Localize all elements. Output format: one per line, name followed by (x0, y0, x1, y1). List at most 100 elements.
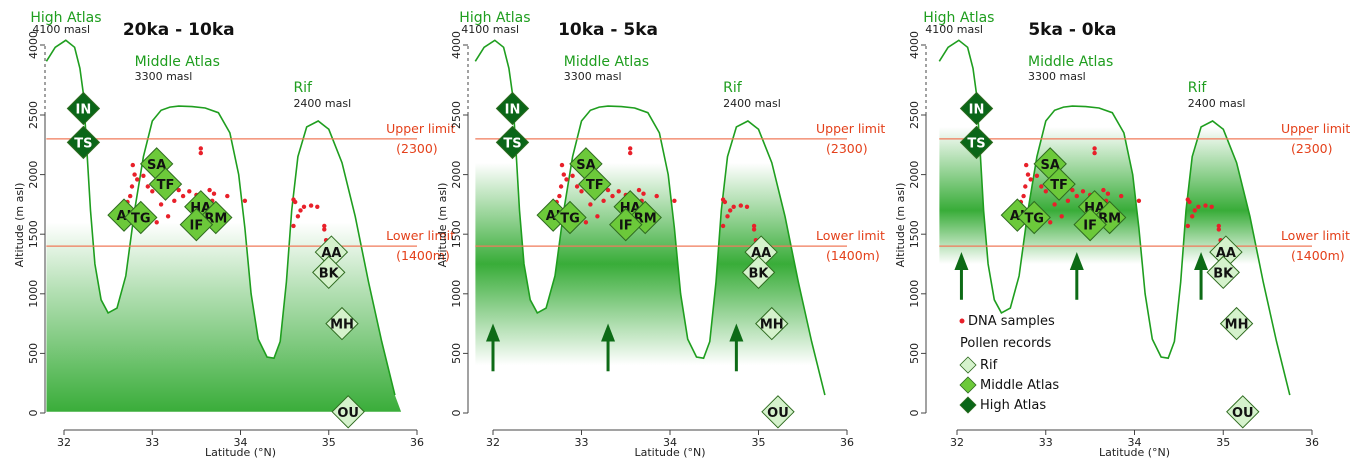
pollen-site-ou: OU (1226, 395, 1260, 429)
pollen-site-aa: AA (314, 235, 349, 269)
pollen-marker (553, 200, 587, 235)
peak-name: High Atlas (30, 10, 101, 26)
pollen-marker (755, 306, 789, 341)
chart-title: 5ka - 0ka (1028, 20, 1116, 40)
pollen-marker (66, 125, 101, 160)
y-tick-label: 1500 (450, 220, 463, 248)
pollen-site-tf: TF (578, 167, 612, 201)
arrow-up-icon (601, 323, 616, 342)
dna-sample-point (728, 208, 733, 213)
y-tick-label: 500 (27, 343, 40, 364)
dna-sample-point (595, 214, 600, 219)
dna-sample-point (1185, 223, 1191, 229)
dna-sample-point (1190, 214, 1195, 219)
dna-sample-point (150, 189, 155, 194)
pollen-marker (1219, 306, 1254, 341)
pollen-marker (325, 306, 359, 341)
pollen-marker (312, 255, 346, 290)
pollen-site-tg: TG (553, 200, 587, 235)
mountain-profile-line (45, 39, 396, 396)
pollen-site-aa: AA (744, 235, 778, 269)
dna-sample-point (601, 198, 606, 203)
pollen-site-label: MH (760, 318, 784, 333)
pollen-site-aa: AA (1209, 235, 1243, 269)
lower-limit-value: (1400m) (1291, 248, 1345, 263)
pollen-marker (124, 200, 158, 235)
pollen-site-label: SA (576, 158, 595, 173)
dna-sample-point (298, 208, 303, 213)
pollen-site-label: AA (321, 246, 341, 261)
dna-sample-point (180, 193, 186, 199)
pollen-site-tg: TG (1017, 200, 1051, 235)
dna-sample-point (654, 193, 659, 199)
dna-sample-point (322, 223, 327, 229)
dna-sample-point (1043, 189, 1049, 194)
pollen-marker (1073, 207, 1107, 242)
x-tick-label: 36 (1305, 436, 1319, 449)
pollen-marker (1206, 255, 1240, 290)
y-tick-label: 500 (908, 343, 921, 364)
pollen-site-label: TF (586, 178, 604, 193)
dna-sample-point (211, 191, 217, 196)
peak-elevation: 4100 masl (925, 23, 983, 36)
dna-sample-point (628, 146, 633, 151)
dna-sample-point (158, 202, 164, 207)
dna-sample-point (1136, 198, 1142, 203)
y-tick-label: 0 (27, 410, 40, 417)
dna-sample-point (1074, 193, 1080, 199)
x-tick-label: 36 (410, 436, 424, 449)
dna-sample-point (558, 184, 564, 189)
y-tick-label: 2500 (450, 101, 463, 129)
dna-sample-point (198, 146, 203, 151)
dna-sample-point (129, 184, 135, 189)
pollen-site-in: IN (66, 91, 101, 126)
y-tick-label: 1000 (450, 280, 463, 308)
x-tick-label: 33 (575, 436, 589, 449)
arrow-up-icon (729, 323, 744, 342)
y-tick-label: 500 (450, 343, 463, 364)
x-tick-label: 33 (1039, 436, 1053, 449)
diamond-icon (959, 356, 977, 374)
pollen-site-label: OU (1232, 406, 1254, 421)
dna-sample-point (557, 193, 562, 199)
dna-sample-point (322, 227, 327, 232)
peak-elevation: 3300 masl (1028, 70, 1086, 83)
dna-sample-point (1216, 223, 1222, 229)
dna-sample-point (616, 189, 621, 194)
pollen-marker (578, 167, 612, 201)
arrow-up-icon (486, 323, 500, 342)
peak-elevation: 2400 masl (1188, 97, 1246, 110)
dna-sample-point (295, 214, 301, 219)
dna-sample-point (605, 187, 611, 193)
pollen-marker (761, 395, 795, 429)
legend-dna-label: DNA samples (968, 314, 1055, 329)
upper-limit-label: Upper limit (386, 121, 455, 136)
x-tick-label: 34 (1128, 436, 1142, 449)
y-axis-label: Altitude (m asl) (894, 183, 907, 268)
pollen-site-tf: TF (1042, 167, 1076, 201)
pollen-site-if: IF (1073, 207, 1107, 242)
dna-sample-point (315, 204, 320, 209)
pollen-site-label: TF (157, 178, 175, 193)
pollen-marker (495, 91, 530, 126)
dna-sample-point (187, 189, 192, 194)
peak-name: Middle Atlas (1028, 54, 1113, 70)
pollen-marker (148, 167, 183, 201)
y-tick-label: 4000 (450, 31, 463, 59)
dna-sample-point (1048, 220, 1053, 225)
legend-high-label: High Atlas (980, 398, 1046, 413)
pollen-site-bk: BK (1206, 255, 1240, 290)
lower-limit-label: Lower limit (816, 228, 885, 243)
pollen-site-label: TS (967, 136, 985, 151)
pollen-site-label: AA (1216, 246, 1236, 261)
y-tick-label: 1000 (27, 280, 40, 308)
dna-sample-point (744, 204, 750, 209)
dna-sample-point (1092, 150, 1097, 156)
x-axis-label: Latitude (°N) (1099, 446, 1170, 459)
chart-title: 10ka - 5ka (558, 20, 658, 40)
pollen-site-label: TG (560, 212, 580, 227)
pollen-marker (331, 395, 365, 429)
peak-name: High Atlas (459, 10, 530, 26)
diamond-icon (959, 376, 977, 394)
